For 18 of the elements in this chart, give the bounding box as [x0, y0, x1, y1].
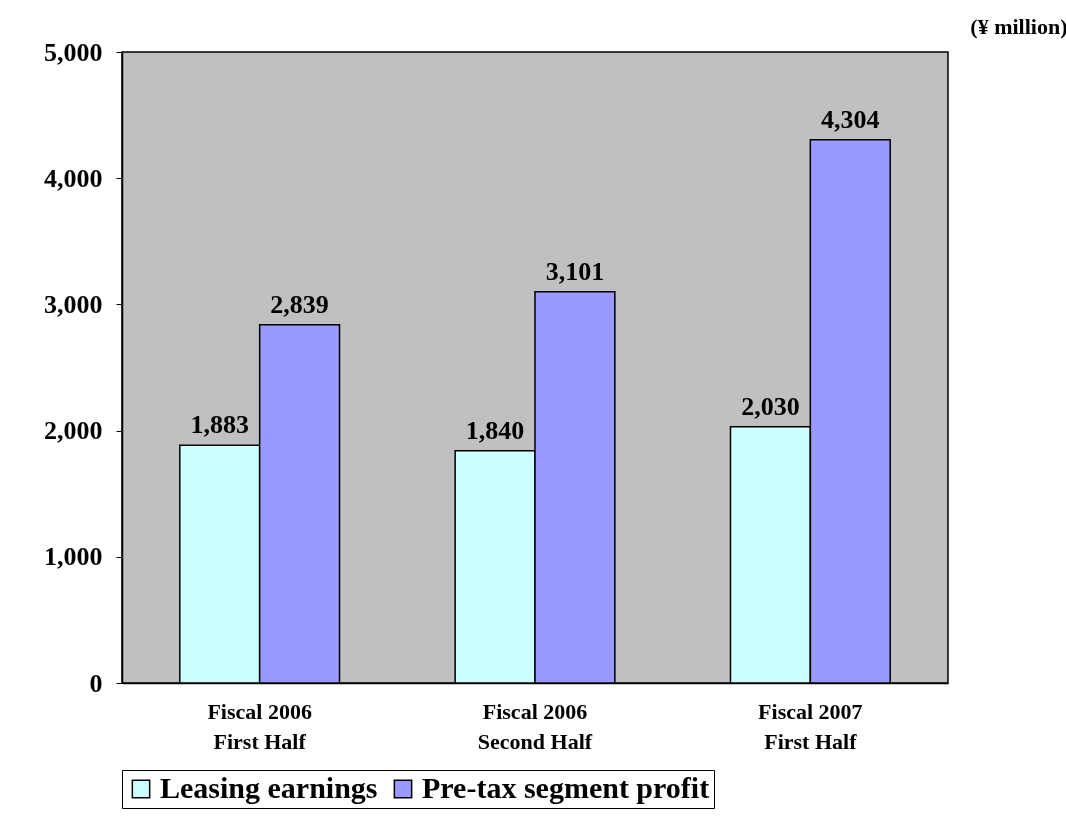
legend-label: Leasing earnings [160, 771, 378, 804]
data-label: 3,101 [545, 256, 605, 286]
data-label: 2,030 [741, 391, 800, 421]
y-tick-label: 1,000 [44, 542, 103, 572]
data-label: 1,840 [465, 415, 525, 445]
y-tick-label: 4,000 [44, 163, 103, 193]
legend-label: Pre-tax segment profit [422, 771, 710, 804]
x-tick-label: Fiscal 2007 First Half [758, 698, 863, 754]
data-label: 4,304 [821, 104, 880, 134]
y-tick-label: 5,000 [44, 37, 103, 67]
x-tick-label: Fiscal 2006 First Half [207, 698, 312, 754]
x-tick-label: Fiscal 2006 Second Half [477, 698, 593, 754]
y-tick-label: 0 [89, 668, 103, 698]
y-tick-label: 2,000 [44, 416, 103, 446]
y-axis-title: (¥ million) [970, 13, 1066, 39]
data-label: 2,839 [270, 289, 329, 319]
y-tick-label: 3,000 [44, 289, 103, 319]
data-label: 1,883 [190, 410, 249, 440]
